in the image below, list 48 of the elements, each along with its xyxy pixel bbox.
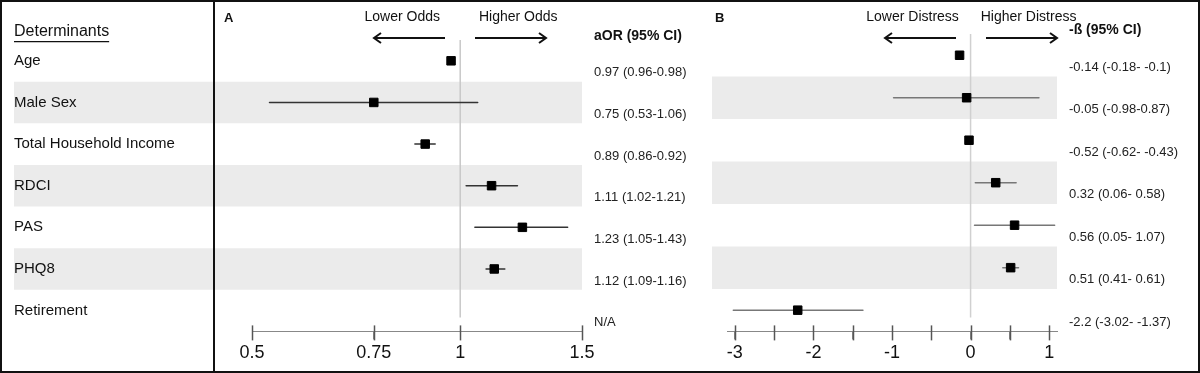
- text: Lower Distress: [866, 7, 959, 24]
- y-tick-label: Total Household Income: [14, 134, 175, 152]
- text: aOR (95% CI): [594, 26, 682, 43]
- x-tick-label: -3: [726, 342, 743, 363]
- text: -2.2 (-3.02- -1.37): [1069, 313, 1171, 329]
- point: [792, 305, 803, 315]
- text: 1.23 (1.05-1.43): [594, 230, 687, 246]
- text: Higher Odds: [478, 7, 558, 24]
- y-tick-label: PHQ8: [14, 259, 55, 277]
- point: [420, 139, 430, 149]
- x-tick-label: 1.5: [569, 342, 595, 363]
- text: 0.75 (0.53-1.06): [594, 106, 687, 122]
- point: [961, 92, 972, 103]
- y-axis-title: Determinants: [14, 22, 110, 40]
- point: [1009, 220, 1020, 230]
- text: 1.11 (1.02-1.21): [594, 189, 686, 205]
- x-tick-label: -2: [805, 342, 822, 363]
- y-tick-label: Male Sex: [14, 92, 78, 110]
- point: [964, 135, 974, 145]
- x-tick-label: 0.5: [239, 342, 265, 363]
- text: -0.05 (-0.98-0.87): [1069, 101, 1171, 117]
- x-tick-label: 1: [1044, 342, 1055, 363]
- x-tick-label: -1: [883, 342, 901, 363]
- y-tick-label: Retirement: [14, 300, 89, 318]
- text: 1.12 (1.09-1.16): [594, 272, 687, 288]
- text: 0.97 (0.96-0.98): [594, 64, 687, 80]
- x-tick-label: 0.75: [356, 342, 392, 363]
- point: [446, 56, 456, 66]
- y-tick-label: PAS: [14, 217, 43, 235]
- chart-title: B: [715, 9, 725, 25]
- text: 0.32 (0.06- 0.58): [1069, 186, 1166, 202]
- x-tick-label: 0: [965, 342, 976, 363]
- y-tick-label: Age: [14, 50, 41, 68]
- text: 0.56 (0.05- 1.07): [1069, 228, 1166, 244]
- y-tick-label: RDCI: [14, 175, 51, 193]
- text: 0.51 (0.41- 0.61): [1069, 271, 1166, 287]
- text: 0.89 (0.86-0.92): [594, 147, 687, 163]
- text: -0.52 (-0.62- -0.43): [1069, 143, 1179, 159]
- point: [954, 50, 965, 60]
- x-tick-label: 1: [455, 342, 466, 363]
- point: [990, 177, 1001, 188]
- text: N/A: [594, 314, 616, 330]
- text: -0.14 (-0.18- -0.1): [1069, 58, 1171, 74]
- point: [489, 264, 499, 274]
- point: [486, 180, 497, 191]
- text: Lower Odds: [364, 7, 440, 24]
- point: [1005, 262, 1016, 273]
- chart-title: A: [224, 9, 234, 25]
